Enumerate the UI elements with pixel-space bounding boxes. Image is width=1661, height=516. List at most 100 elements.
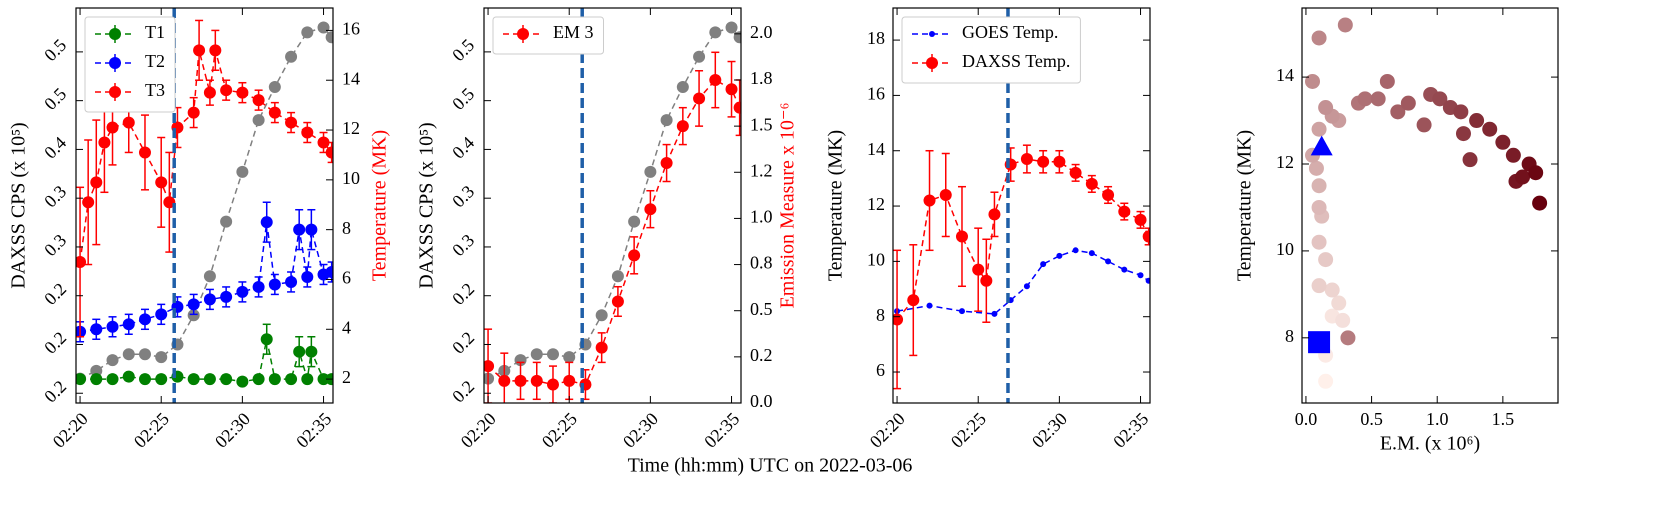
scatter-point	[1528, 165, 1544, 181]
scatter-point	[1390, 104, 1406, 120]
y-tick-label: 0.2	[40, 376, 70, 406]
marker	[1088, 250, 1095, 257]
y-tick-label: 6	[876, 360, 885, 380]
marker	[693, 50, 706, 63]
scatter-point	[1311, 178, 1327, 194]
y-tick-label: 0.5	[40, 35, 70, 65]
y2-tick-label: 14	[342, 68, 360, 88]
x-tick-label: 1.0	[1426, 409, 1449, 429]
marker	[1023, 283, 1030, 290]
scatter-point	[1311, 30, 1327, 46]
scatter-point	[1370, 91, 1386, 107]
series-line	[79, 50, 333, 263]
y2-tick-label: 1.2	[750, 160, 773, 180]
marker	[90, 364, 103, 377]
legend-box	[84, 16, 176, 113]
x-tick-label: 02:20	[457, 409, 500, 452]
marker	[530, 374, 543, 387]
marker	[285, 373, 298, 386]
legend-label: DAXSS Temp.	[962, 51, 1070, 71]
marker	[926, 302, 933, 309]
marker	[187, 106, 200, 119]
marker	[187, 373, 200, 386]
marker	[122, 318, 135, 331]
scatter-point	[1482, 121, 1498, 137]
legend-box	[492, 16, 604, 55]
series-line	[487, 26, 741, 380]
x-tick-label: 1.5	[1492, 409, 1515, 429]
marker	[1142, 230, 1150, 243]
marker	[709, 26, 722, 39]
marker	[325, 265, 333, 278]
y-tick-label: 0.4	[448, 133, 478, 163]
marker	[1069, 166, 1082, 179]
y2-tick-label: 2.0	[750, 22, 773, 42]
marker	[155, 351, 168, 364]
marker	[628, 249, 641, 262]
scatter-point	[1308, 160, 1324, 176]
scatter-point	[1432, 91, 1448, 107]
scatter-point	[1400, 95, 1416, 111]
x-tick-label: 02:25	[947, 409, 990, 452]
marker	[236, 86, 249, 99]
x-tick-label: 02:35	[700, 409, 743, 452]
marker	[958, 308, 965, 315]
marker	[1020, 153, 1033, 166]
marker	[220, 373, 233, 386]
marker	[220, 215, 233, 228]
marker	[1085, 177, 1098, 190]
marker	[1053, 155, 1066, 168]
scatter-point	[1311, 121, 1327, 137]
plot-area	[1305, 17, 1548, 389]
marker	[122, 116, 135, 129]
marker	[628, 215, 641, 228]
y2-tick-label: 6	[342, 268, 351, 288]
marker	[709, 73, 722, 86]
x-tick-label: 02:35	[1109, 409, 1152, 452]
marker	[285, 116, 298, 129]
legend-label: GOES Temp.	[962, 22, 1058, 42]
marker	[268, 81, 281, 93]
y-tick-label: 10	[867, 250, 885, 270]
marker	[644, 165, 657, 178]
marker	[260, 333, 273, 346]
marker	[268, 373, 281, 386]
marker	[236, 375, 249, 388]
marker	[498, 374, 511, 387]
y-tick-label: 0.3	[448, 181, 478, 211]
marker	[106, 354, 119, 367]
marker	[733, 101, 741, 114]
marker	[991, 310, 998, 317]
x-tick-label: 02:20	[866, 409, 909, 452]
plot-area	[484, 8, 741, 403]
marker	[1040, 261, 1047, 268]
y-tick-label: 10	[1276, 239, 1294, 259]
marker	[980, 274, 993, 287]
marker	[484, 360, 495, 373]
scatter-point	[1379, 73, 1395, 89]
marker	[220, 290, 233, 303]
marker	[301, 126, 314, 139]
marker	[317, 136, 330, 149]
marker	[138, 348, 151, 361]
marker	[252, 114, 265, 127]
marker	[76, 256, 87, 269]
y-axis-label: Temperature (MK)	[1234, 130, 1256, 281]
marker	[138, 146, 151, 159]
marker	[733, 31, 741, 44]
marker	[725, 21, 738, 34]
marker	[563, 374, 576, 387]
x-tick-label: 02:25	[538, 409, 581, 452]
scatter-point	[1469, 113, 1485, 129]
marker	[1118, 205, 1131, 218]
marker	[530, 348, 543, 361]
marker	[693, 92, 706, 105]
scatter-point	[1335, 312, 1351, 328]
legend-marker	[517, 28, 529, 40]
marker	[972, 263, 985, 276]
marker	[644, 203, 657, 216]
y-tick-label: 12	[867, 194, 885, 214]
marker	[546, 378, 559, 391]
marker	[305, 223, 318, 236]
y-tick-label: 0.2	[40, 279, 70, 309]
